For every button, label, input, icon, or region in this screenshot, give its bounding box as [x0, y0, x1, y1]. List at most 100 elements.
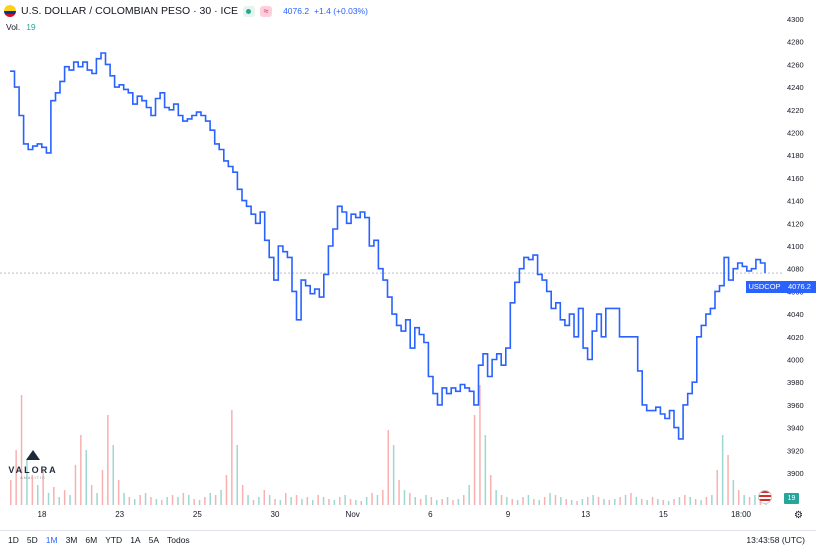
- volume-bar: [409, 493, 411, 505]
- volume-bar: [274, 499, 276, 505]
- volume-bar: [603, 499, 605, 505]
- volume-bar: [198, 500, 201, 505]
- volume-bar: [554, 495, 557, 505]
- volume-bar: [646, 500, 648, 505]
- range-button-5d[interactable]: 5D: [26, 535, 38, 545]
- volume-bar: [576, 501, 578, 505]
- volume-bar: [236, 445, 238, 505]
- range-button-5a[interactable]: 5A: [148, 535, 159, 545]
- volume-bar: [495, 490, 497, 505]
- range-button-3m[interactable]: 3M: [65, 535, 78, 545]
- volume-bar: [560, 497, 562, 505]
- x-tick-label: 30: [271, 510, 280, 519]
- volume-bar: [500, 495, 503, 505]
- volume-bar: [96, 493, 98, 505]
- volume-bar: [247, 495, 249, 505]
- volume-bar: [333, 500, 336, 505]
- y-tick-label: 4220: [787, 106, 804, 115]
- volume-bar: [258, 497, 260, 505]
- y-tick-label: 4080: [787, 265, 804, 274]
- time-axis[interactable]: 18 23 25 30 Nov 6 9 13 15 18:00: [38, 510, 752, 519]
- volume-bar: [290, 497, 292, 505]
- volume-bar: [128, 497, 131, 505]
- wave-icon[interactable]: ≈: [260, 5, 273, 17]
- volume-bar: [721, 435, 724, 505]
- range-button-todos[interactable]: Todos: [167, 535, 190, 545]
- volume-bar: [268, 495, 271, 505]
- range-button-ytd[interactable]: YTD: [105, 535, 123, 545]
- volume-bar: [473, 415, 476, 505]
- volume-bar: [463, 495, 465, 505]
- volume-bar: [371, 493, 373, 505]
- volume-bar: [69, 495, 71, 505]
- x-tick-label: 15: [659, 510, 668, 519]
- volume-bar: [527, 495, 530, 505]
- volume-bar: [511, 499, 513, 505]
- volume-bar: [727, 455, 729, 505]
- range-button-1m[interactable]: 1M: [45, 535, 58, 545]
- volume-bars: [10, 385, 767, 505]
- volume-bar: [403, 490, 406, 505]
- volume-bar: [516, 500, 519, 505]
- volume-bar: [694, 499, 697, 505]
- volume-bar: [619, 497, 621, 505]
- volume-bar: [209, 493, 211, 505]
- volume-bar: [225, 475, 228, 505]
- volume-bar: [252, 500, 255, 505]
- volume-bar: [37, 485, 39, 505]
- volume-bar: [279, 500, 282, 505]
- price-line: [10, 52, 766, 440]
- volume-bar: [479, 385, 481, 505]
- volume-bar: [376, 495, 379, 505]
- x-tick-label: 6: [428, 510, 433, 519]
- volume-bar: [360, 501, 362, 505]
- range-button-1a[interactable]: 1A: [130, 535, 141, 545]
- volume-bar: [430, 497, 433, 505]
- volume-bar: [522, 497, 524, 505]
- y-tick-label: 4260: [787, 60, 804, 69]
- volume-bar: [711, 495, 713, 505]
- y-tick-label: 4000: [787, 356, 804, 365]
- volume-bar: [214, 495, 217, 505]
- volume-bar: [484, 435, 487, 505]
- valora-logo: VALORA ANALITIK: [8, 447, 58, 480]
- volume-bar: [328, 499, 330, 505]
- volume-bar: [608, 500, 611, 505]
- volume-bar: [490, 475, 492, 505]
- clock[interactable]: 13:43:58 (UTC): [746, 535, 805, 545]
- y-tick-label: 4160: [787, 174, 804, 183]
- volume-bar: [667, 501, 670, 505]
- logo-sub: ANALITIK: [20, 475, 46, 480]
- y-tick-label: 4140: [787, 197, 804, 206]
- volume-bar: [387, 430, 389, 505]
- volume-bar: [543, 497, 546, 505]
- volume-bar: [419, 499, 422, 505]
- volume-bar: [123, 493, 125, 505]
- settings-icon[interactable]: ⚙: [794, 510, 803, 521]
- y-tick-label: 4100: [787, 242, 804, 251]
- volume-bar: [748, 497, 751, 505]
- volume-bar: [107, 415, 109, 505]
- volume-bar: [231, 410, 233, 505]
- current-price-tag: 4076.2: [783, 281, 816, 293]
- volume-bar: [549, 493, 551, 505]
- volume-bar: [570, 500, 573, 505]
- volume-bar: [85, 450, 87, 505]
- volume-bar: [295, 495, 298, 505]
- x-tick-label: 18:00: [731, 510, 752, 519]
- market-open-icon[interactable]: [243, 5, 256, 17]
- volume-bar: [241, 485, 244, 505]
- volume-bar: [425, 495, 427, 505]
- range-button-6m[interactable]: 6M: [85, 535, 98, 545]
- volume-label: Vol.: [6, 22, 21, 32]
- range-button-1d[interactable]: 1D: [8, 535, 19, 545]
- y-tick-label: 4180: [787, 151, 804, 160]
- y-tick-label: 4200: [787, 129, 804, 138]
- volume-bar: [26, 460, 28, 505]
- volume-bar: [188, 495, 190, 505]
- price-axis[interactable]: 3900392039403960398040004020404040604080…: [787, 15, 804, 478]
- volume-bar: [732, 480, 735, 505]
- volume-bar: [662, 500, 664, 505]
- volume-bar: [414, 497, 416, 505]
